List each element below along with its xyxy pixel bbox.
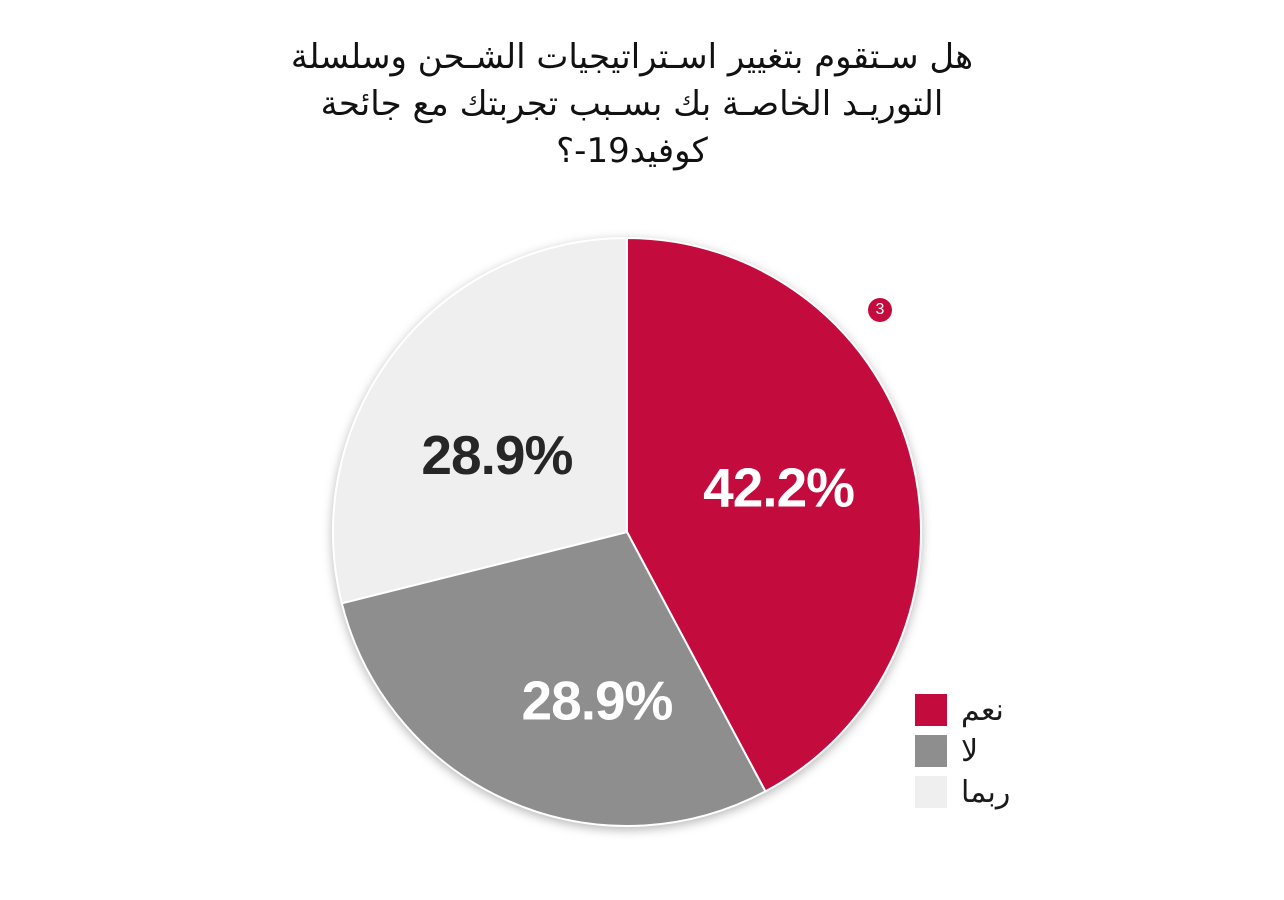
pie-slice-1[interactable] [340, 530, 767, 827]
legend-swatch-2 [915, 776, 947, 808]
chart-legend: نعم لا ربما [915, 692, 1011, 817]
pie-slice-2[interactable] [332, 236, 628, 605]
legend-label-1: لا [961, 733, 979, 769]
title-line-1: هل سـتقوم بتغيير اسـتراتيجيات الشـحن وسل… [290, 37, 974, 77]
legend-swatch-1 [915, 735, 947, 767]
legend-item-1: لا [915, 733, 1010, 769]
legend-item-0: نعم [915, 692, 1010, 728]
legend-swatch-0 [915, 694, 947, 726]
legend-label-0: نعم [961, 692, 1004, 728]
legend-item-2: ربما [915, 774, 1011, 810]
title-line-3: كوفيد19-؟ [556, 131, 708, 171]
chart-title: هل سـتقوم بتغيير اسـتراتيجيات الشـحن وسل… [142, 34, 1122, 175]
annotation-badge[interactable]: 3 [868, 298, 892, 322]
slice-value-label-0: 42.2% [703, 457, 854, 519]
slice-value-label-2: 28.9% [421, 424, 572, 486]
slice-value-label-1: 28.9% [522, 669, 673, 731]
legend-label-2: ربما [961, 774, 1011, 810]
pie-slice-0[interactable] [626, 236, 922, 793]
title-line-2: التوريـد الخاصـة بك بسـبب تجربتك مع جائح… [320, 84, 944, 124]
